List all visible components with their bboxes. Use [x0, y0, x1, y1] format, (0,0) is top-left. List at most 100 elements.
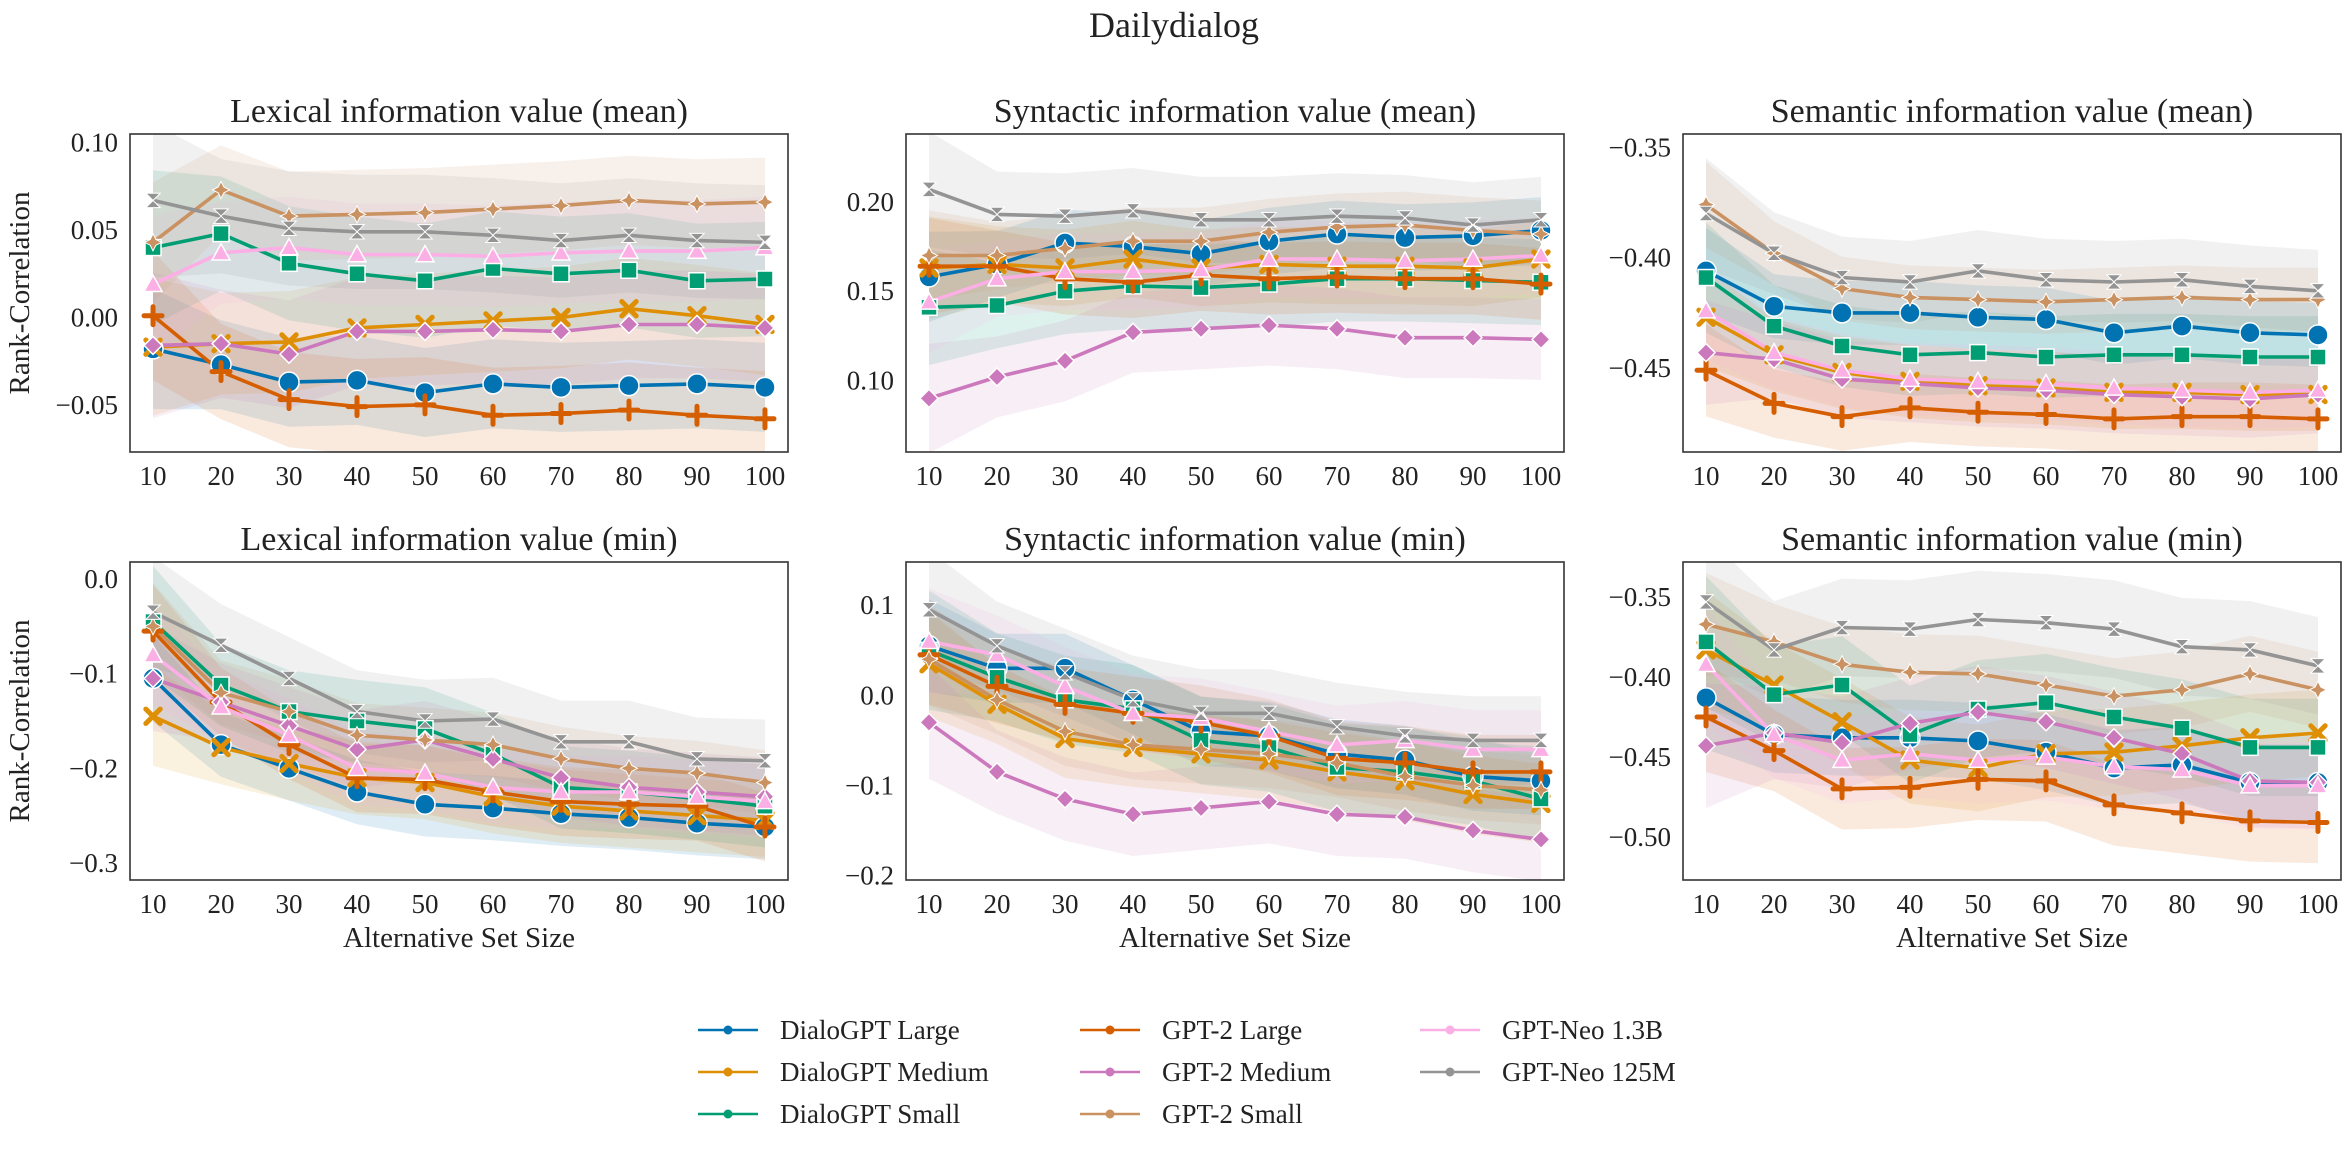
- confidence-band: [1706, 261, 2318, 429]
- x-tick-label: 60: [479, 461, 506, 491]
- x-tick-label: 10: [140, 461, 167, 491]
- x-tick-label: 40: [1120, 889, 1147, 919]
- data-point: [1529, 760, 1553, 784]
- data-point: [551, 195, 571, 216]
- data-point: [619, 299, 639, 319]
- data-point: [1055, 721, 1075, 742]
- data-point: [143, 706, 163, 726]
- data-point: [2307, 775, 2329, 794]
- data-point: [2308, 680, 2328, 700]
- legend-item: GPT-Neo 1.3B: [1420, 1015, 1663, 1045]
- data-point: [1831, 359, 1853, 379]
- data-point: [919, 245, 939, 266]
- data-point: [2037, 693, 2055, 712]
- data-point: [987, 245, 1007, 266]
- data-point: [549, 402, 573, 426]
- confidence-band: [1706, 646, 2318, 821]
- data-point: [1190, 259, 1212, 278]
- data-point: [620, 261, 638, 280]
- data-point: [1695, 735, 1717, 756]
- series-line: [928, 187, 1542, 227]
- series-lines: [141, 604, 777, 839]
- subplot-title: Semantic information value (min): [1781, 521, 2243, 558]
- x-tick-label: 90: [683, 461, 710, 491]
- data-point: [2172, 287, 2192, 308]
- data-point: [988, 296, 1006, 315]
- series-line: [928, 653, 1541, 774]
- data-point: [278, 724, 300, 744]
- y-tick-label: −0.40: [1609, 662, 1671, 692]
- data-point: [1532, 732, 1550, 749]
- series-line: [928, 323, 1542, 401]
- data-point: [2034, 769, 2058, 793]
- data-point: [210, 696, 232, 715]
- data-point: [1830, 405, 1854, 429]
- y-tick-label: 0.0: [84, 564, 118, 594]
- data-point: [620, 734, 638, 750]
- data-point: [1899, 368, 1921, 388]
- data-point: [278, 757, 300, 780]
- data-point: [346, 369, 368, 392]
- data-point: [346, 757, 368, 777]
- x-tick-label: 100: [2298, 461, 2339, 491]
- data-point: [1695, 687, 1717, 709]
- data-point: [2034, 402, 2058, 426]
- x-tick-label: 80: [1391, 889, 1418, 919]
- data-point: [551, 749, 571, 769]
- data-point: [1765, 317, 1783, 335]
- data-point: [551, 307, 571, 328]
- data-point: [1530, 244, 1552, 264]
- x-tick-label: 50: [1188, 461, 1215, 491]
- data-point: [1053, 692, 1077, 716]
- data-point: [2102, 793, 2126, 817]
- confidence-band: [1706, 562, 2318, 715]
- x-tick-label: 60: [1255, 889, 1282, 919]
- x-axis-label: Alternative Set Size: [1119, 922, 1351, 954]
- figure-title: Dailydialog: [1089, 5, 1259, 45]
- data-point: [1258, 791, 1280, 812]
- data-point: [986, 644, 1008, 663]
- x-tick-label: 90: [683, 889, 710, 919]
- data-point: [1192, 212, 1210, 228]
- legend-label: GPT-2 Small: [1162, 1099, 1303, 1129]
- data-point: [1191, 231, 1211, 251]
- x-tick-label: 100: [745, 889, 786, 919]
- data-point: [1530, 829, 1552, 850]
- x-tick-label: 90: [1459, 461, 1486, 491]
- data-point: [1695, 653, 1717, 673]
- data-point: [919, 649, 939, 669]
- legend-item: DialoGPT Large: [698, 1015, 960, 1045]
- data-point: [2241, 738, 2259, 757]
- axes-frame: [129, 133, 789, 453]
- data-point: [415, 730, 435, 750]
- data-point: [988, 206, 1006, 223]
- data-point: [280, 254, 298, 273]
- axes-frame: [129, 561, 789, 881]
- data-point: [482, 776, 504, 796]
- y-tick-label: −0.40: [1609, 243, 1671, 273]
- data-point: [686, 240, 708, 260]
- data-point: [346, 244, 368, 263]
- data-point: [483, 199, 503, 219]
- legend-label: DialoGPT Large: [780, 1015, 960, 1045]
- data-point: [1969, 263, 1987, 279]
- legend-marker: [1105, 1109, 1115, 1119]
- data-point: [482, 748, 504, 769]
- y-tick-label: −0.2: [69, 753, 118, 783]
- data-point: [279, 753, 299, 774]
- data-point: [1054, 788, 1076, 809]
- data-point: [1395, 766, 1415, 787]
- y-tick-label: −0.3: [69, 848, 118, 878]
- data-point: [1967, 749, 1989, 769]
- data-point: [1325, 265, 1349, 289]
- series-line: [1704, 600, 2319, 668]
- x-tick-label: 40: [344, 889, 371, 919]
- legend-marker: [723, 1067, 733, 1077]
- x-tick-label: 70: [2100, 889, 2127, 919]
- confidence-band: [1706, 158, 2318, 332]
- x-tick-label: 30: [1829, 461, 1856, 491]
- x-tick-label: 60: [1255, 461, 1282, 491]
- data-point: [1190, 318, 1212, 339]
- x-tick-label: 10: [140, 889, 167, 919]
- series-line: [1705, 368, 2319, 421]
